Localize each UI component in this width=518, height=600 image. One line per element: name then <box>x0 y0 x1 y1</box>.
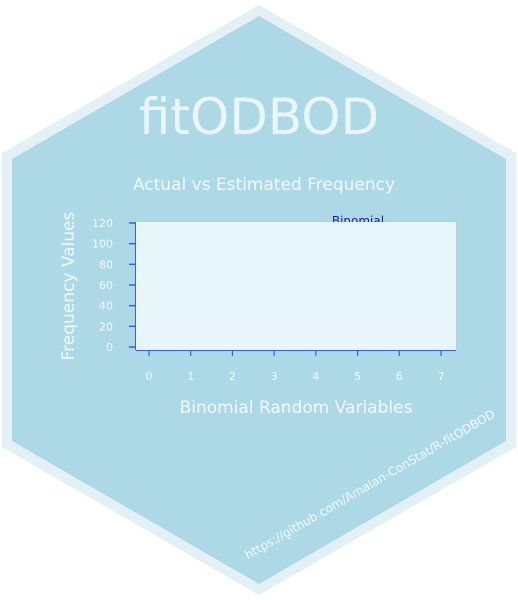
y-tick-label: 40 <box>99 300 113 313</box>
x-tick-label: 5 <box>354 370 361 383</box>
chart-title: Actual vs Estimated Frequency <box>133 175 395 195</box>
x-axis-label: Binomial Random Variables <box>180 398 413 418</box>
x-tick-label: 3 <box>271 370 278 383</box>
y-tick-label: 0 <box>106 341 113 354</box>
x-tick-label: 0 <box>146 370 153 383</box>
y-tick-label: 20 <box>99 320 113 333</box>
logo-title: fitODBOD <box>139 88 379 146</box>
y-axis-label: Frequency Values <box>59 211 79 360</box>
x-tick-label: 7 <box>438 370 445 383</box>
plot-panel <box>136 222 456 350</box>
x-tick-label: 4 <box>312 370 319 383</box>
x-tick-label: 1 <box>187 370 194 383</box>
x-tick-label: 2 <box>229 370 236 383</box>
y-tick-label: 60 <box>99 279 113 292</box>
y-tick-label: 80 <box>99 258 113 271</box>
y-tick-label: 120 <box>92 217 113 230</box>
y-tick-label: 100 <box>92 238 113 251</box>
x-tick-label: 6 <box>396 370 403 383</box>
